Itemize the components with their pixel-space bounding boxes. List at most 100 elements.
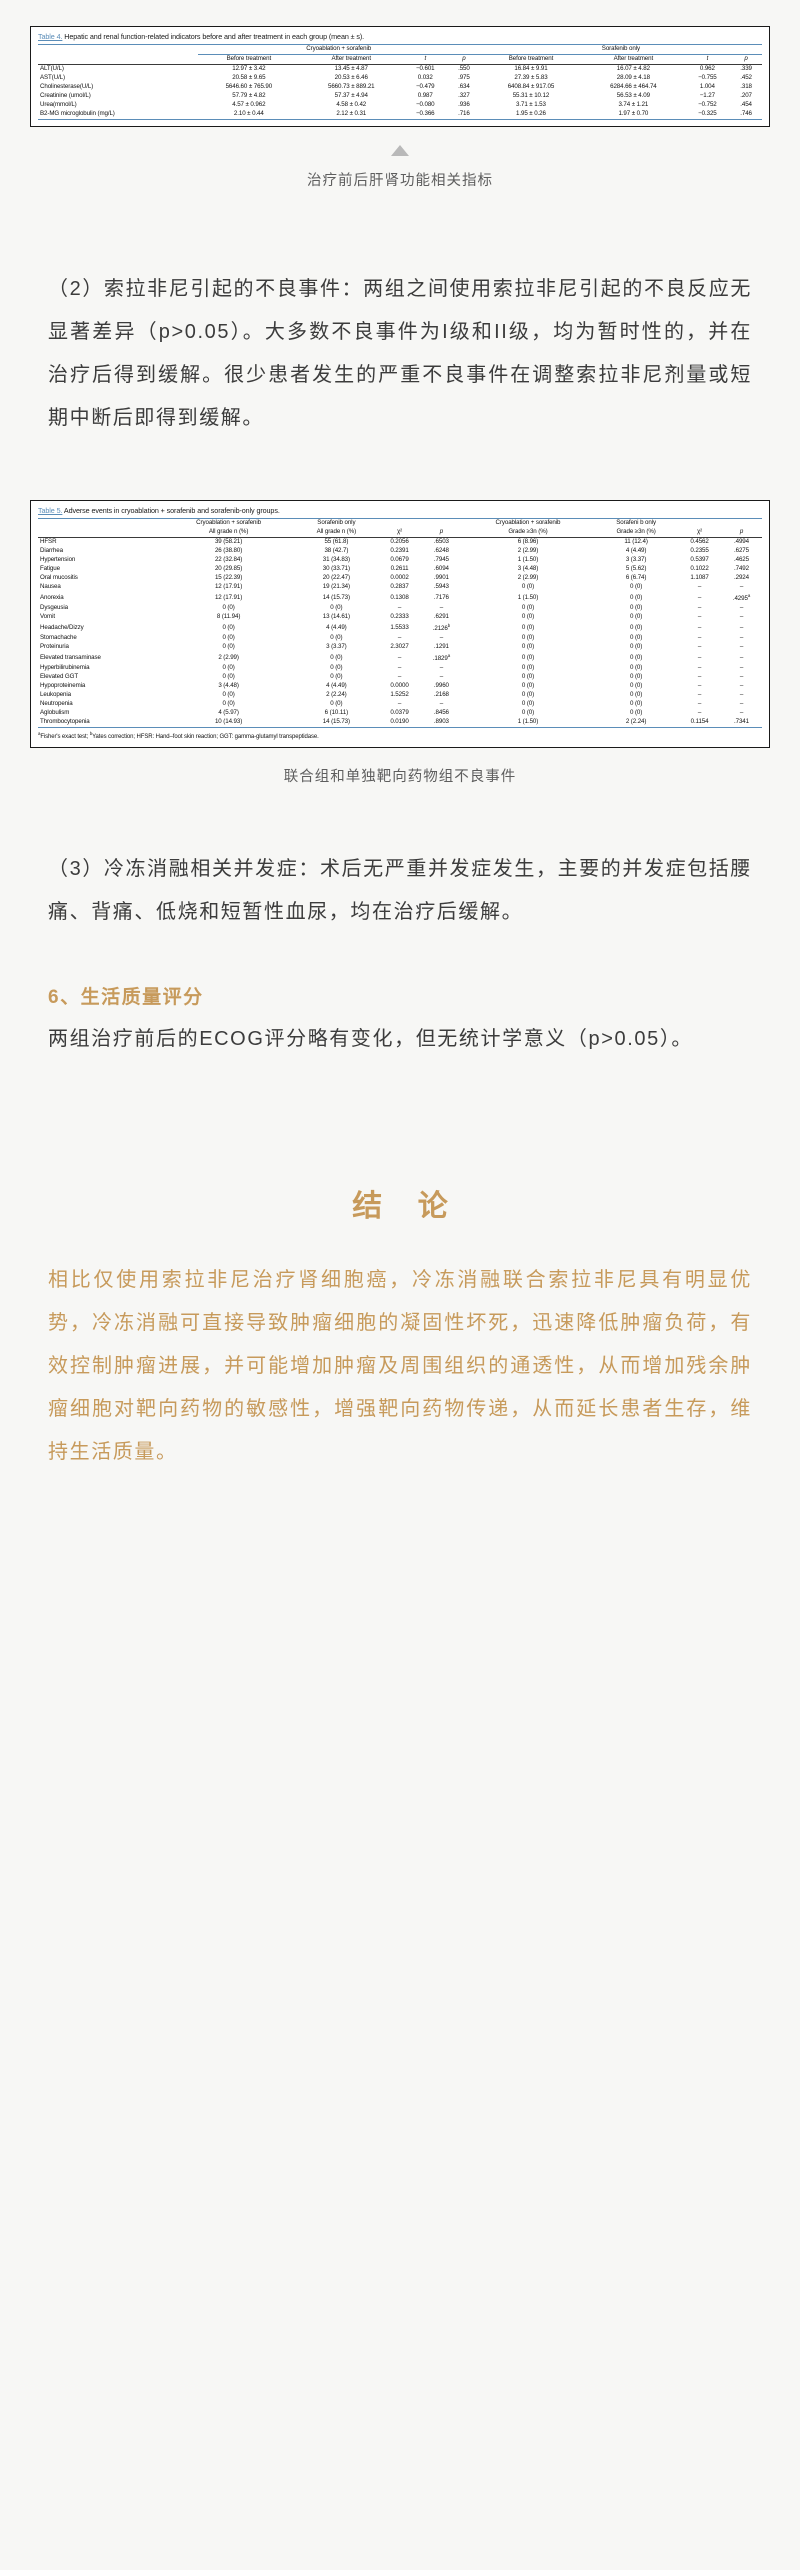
table5-row-17-c2: –	[397, 700, 402, 708]
table5-row-10-name: Stomachache	[40, 634, 77, 642]
table4-row-0-c7: .339	[740, 65, 752, 73]
table-row: Oral mucositis 15 (22.39) 20 (22.47) 0.0002…	[38, 574, 762, 583]
table5-row-9-name: Headache/Dizzy	[40, 623, 84, 631]
table-row: Proteinuria 0 (0) 3 (3.37) 2.3027 .1291 0 (0)…	[38, 643, 762, 652]
table4-row-5-c3: .716	[458, 110, 470, 118]
table-row: Cholinesterase(U/L) 5646.60 ± 765.90 566…	[38, 83, 762, 92]
table5-row-2-name: Hypertension	[40, 556, 76, 564]
table5-label: Table 5.	[38, 505, 63, 515]
table4-row-0-c5: 16.07 ± 4.82	[616, 65, 650, 73]
table4-row-1-c7: .452	[740, 74, 752, 82]
table5-row-14-c6: –	[697, 673, 702, 681]
conclusion-title: 结 论	[352, 1189, 462, 1223]
table4-row-0-name: ALT(U/L)	[40, 65, 64, 73]
table5-row-0-c6: 0.4562	[690, 538, 709, 546]
table5-row-18-c0: 4 (5.97)	[218, 709, 239, 717]
table4-row-4-c0: 4.57 ± 0.962	[232, 101, 266, 109]
table5-row-5-c5: 0 (0)	[629, 583, 643, 591]
table5-header-4-l2: Grade ≥3n (%)	[508, 528, 548, 536]
table5-row-3-c3: .6094	[433, 565, 449, 573]
table4-col-header-3: p	[462, 55, 466, 63]
table5-row-15-c5: 0 (0)	[629, 682, 643, 690]
table5-row-10-c7: –	[739, 634, 744, 642]
table4-row-0-c0: 12.97 ± 3.42	[232, 65, 266, 73]
table5-row-12-c6: –	[697, 653, 702, 661]
table5-row-2-c0: 22 (32.84)	[214, 556, 243, 564]
table5-header-6-l1	[678, 518, 721, 527]
table5-row-9-c5: 0 (0)	[629, 623, 643, 631]
table4-caption-wrap: 治疗前后肝肾功能相关指标	[0, 127, 800, 192]
triangle-marker-icon	[391, 144, 409, 156]
table-row: B2-MG microglobulin (mg/L) 2.10 ± 0.44 2…	[38, 110, 762, 120]
table5-row-9-c6: –	[697, 623, 702, 631]
table5-row-1-c7: .6275	[734, 547, 749, 555]
table5-row-13-c0: 0 (0)	[222, 664, 235, 672]
table5-row-4-name: Oral mucositis	[40, 574, 78, 582]
table5-header-4-l1: Cryoablation + sorafenib	[495, 519, 561, 527]
table4-row-5-c7: .746	[740, 110, 752, 118]
table5-row-2-c4: 1 (1.50)	[517, 556, 539, 564]
table5-row-1-c6: 0.2355	[690, 547, 709, 555]
table5-row-2-c5: 3 (3.37)	[625, 556, 647, 564]
table4-row-2-c3: .634	[458, 83, 470, 91]
table4-row-4-c2: −0.080	[416, 101, 435, 109]
table5-caption-wrap: 联合组和单独靶向药物组不良事件	[0, 748, 800, 788]
table5-row-14-c2: –	[397, 673, 402, 681]
table4-row-1-c6: −0.755	[698, 74, 717, 82]
table5-row-3-c6: 0.1022	[690, 565, 709, 573]
table5-row-8-c6: –	[697, 613, 702, 621]
table5-row-3-c5: 5 (5.62)	[625, 565, 647, 573]
table5-row-17-c6: –	[697, 700, 702, 708]
table5-title-text: Adverse events in cryoablation + sorafen…	[63, 505, 280, 515]
table5-row-11-c6: –	[697, 643, 702, 651]
table4-row-5-c2: −0.366	[416, 110, 435, 118]
table5-row-8-c1: 13 (14.61)	[322, 613, 350, 621]
table5-footnote: aFisher's exact test; bYates correction;…	[38, 730, 319, 740]
table5-row-8-c5: 0 (0)	[629, 613, 643, 621]
table4-col-header-row: Before treatment After treatment t p Bef…	[38, 54, 762, 65]
table5-row-17-c5: 0 (0)	[629, 700, 643, 708]
table5-row-14-c7: –	[739, 673, 744, 681]
table5-row-12-c7: –	[739, 653, 744, 661]
table5-row-0-c7: .4994	[734, 538, 749, 546]
table5-row-0-c3: .6503	[433, 538, 449, 546]
table5-row-14-c0: 0 (0)	[222, 673, 235, 681]
table-row: Nausea 12 (17.91) 19 (21.34) 0.2837 .5943 0 (…	[38, 583, 762, 592]
table5-row-13-c1: 0 (0)	[330, 664, 343, 672]
table4-row-0-c6: 0.962	[699, 65, 715, 73]
table5-row-7-c2: –	[397, 604, 402, 612]
table5-row-18-c5: 0 (0)	[629, 709, 643, 717]
table5-row-6-name: Anorexia	[40, 593, 64, 601]
table4-col-header-6: t	[706, 55, 709, 63]
table4-row-2-c2: −0.479	[416, 83, 435, 91]
table5-row-4-c3: .9901	[433, 574, 449, 582]
conclusion-text: 相比仅使用索拉非尼治疗肾细胞癌，冷冻消融联合索拉非尼具有明显优势，冷冻消融可直接…	[48, 1268, 752, 1463]
table5-row-12-c1: 0 (0)	[330, 653, 343, 661]
table5-row-7-c5: 0 (0)	[629, 604, 643, 612]
table4-row-4-name: Urea(mmol/L)	[40, 101, 77, 109]
spacer-before-conclusion	[0, 1061, 800, 1137]
table5-row-7-c0: 0 (0)	[222, 604, 235, 612]
table5-row-5-c4: 0 (0)	[521, 583, 535, 591]
table-row: ALT(U/L) 12.97 ± 3.42 13.45 ± 4.87 −0.60…	[38, 64, 762, 73]
table5-row-0-c0: 39 (58.21)	[214, 538, 243, 546]
table-row: Thrombocytopenia 10 (14.93) 14 (15.73) 0.01…	[38, 718, 762, 728]
table5: Cryoablation + sorafenib Sorafenib only …	[38, 518, 762, 728]
table5-row-6-c7: .4295a	[732, 593, 751, 603]
table5-row-7-c3: –	[439, 604, 444, 612]
table5-row-16-c7: –	[739, 691, 744, 699]
table5-row-6-c3: .7176	[433, 593, 449, 601]
table5-row-8-c7: –	[739, 613, 744, 621]
table5-row-1-c1: 38 (42.7)	[324, 547, 349, 555]
table5-header-5-l1: Sorafeni b only	[616, 519, 656, 527]
table5-row-14-name: Elevated GGT	[40, 673, 79, 681]
table5-row-17-c3: –	[439, 700, 444, 708]
table4-row-2-c6: 1.004	[699, 83, 715, 91]
table-row: Urea(mmol/L) 4.57 ± 0.962 4.58 ± 0.42 −0…	[38, 101, 762, 110]
table5-header-5-l2: Grade ≥3n (%)	[616, 528, 656, 536]
table4-row-0-c4: 16.84 ± 9.91	[514, 65, 548, 73]
table-row: Hyperbilirubinemia 0 (0) 0 (0) – – 0 (0) 0 (0)…	[38, 664, 762, 673]
table4-row-0-c2: −0.601	[416, 65, 435, 73]
table5-row-7-c4: 0 (0)	[521, 604, 535, 612]
table4-row-3-c2: 0.987	[417, 92, 433, 100]
